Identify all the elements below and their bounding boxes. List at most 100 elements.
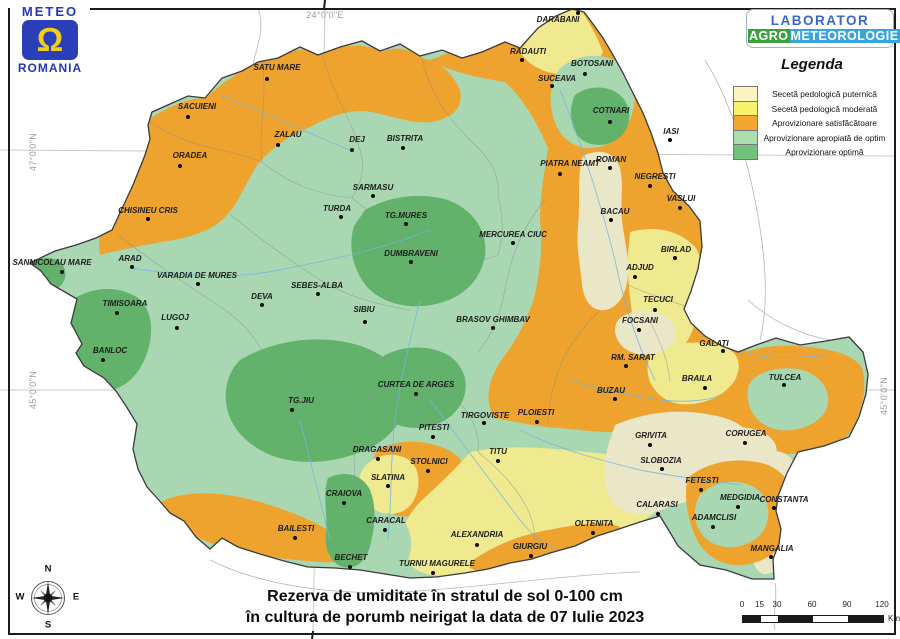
legend-item: Aprovizionare optimă bbox=[733, 144, 891, 160]
city-dot bbox=[414, 392, 418, 396]
city-label: TIRGOVISTE bbox=[460, 411, 510, 420]
scalebar-segment bbox=[760, 616, 778, 622]
city-dot bbox=[316, 292, 320, 296]
city-label: OLTENITA bbox=[574, 519, 614, 528]
city-label: SEBES-ALBA bbox=[290, 281, 344, 290]
city-label: BRAILA bbox=[681, 374, 713, 383]
legend-title: Legenda bbox=[781, 56, 843, 73]
city-label: FOCSANI bbox=[622, 316, 658, 325]
city-dot bbox=[431, 571, 435, 575]
romania-logo-text: ROMANIA bbox=[17, 61, 83, 75]
scalebar-unit: Km bbox=[888, 614, 900, 623]
city-dot bbox=[409, 260, 413, 264]
city-label: ALEXANDRIA bbox=[450, 530, 504, 539]
city-label: TULCEA bbox=[768, 373, 802, 382]
laborator-badge: LABORATOR AGRO METEOROLOGIE bbox=[746, 9, 900, 48]
scalebar-segment bbox=[848, 616, 883, 622]
legend-item-label: Secetă pedologică moderată bbox=[771, 103, 878, 114]
city-label: LUGOJ bbox=[161, 313, 189, 322]
meridian-label-top: 24°0'0"E bbox=[306, 10, 344, 20]
scalebar-bar bbox=[742, 615, 884, 623]
city-dot bbox=[376, 457, 380, 461]
city-label: TG.JIU bbox=[288, 396, 314, 405]
city-label: GALATI bbox=[699, 339, 729, 348]
city-label: TIMISOARA bbox=[102, 299, 148, 308]
legend-item-label: Aprovizionare apropiată de optim bbox=[763, 132, 886, 143]
city-dot bbox=[491, 326, 495, 330]
city-label: SANNICOLAU MARE bbox=[12, 258, 92, 267]
city-label: DARABANI bbox=[536, 15, 580, 24]
city-dot bbox=[653, 308, 657, 312]
city-label: IASI bbox=[663, 127, 679, 136]
city-dot bbox=[558, 172, 562, 176]
meteo-logo-text: METEO bbox=[21, 4, 79, 19]
legend-item: Aprovizionare satisfăcătoare bbox=[733, 115, 891, 131]
city-dot bbox=[60, 270, 64, 274]
meteo-logo-icon: Ω bbox=[22, 20, 78, 60]
city-label: MANGALIA bbox=[750, 544, 794, 553]
city-label: ADJUD bbox=[626, 263, 654, 272]
city-dot bbox=[115, 311, 119, 315]
legend-swatch bbox=[733, 100, 758, 116]
compass-s-label: S bbox=[44, 619, 52, 631]
city-label: TURNU MAGURELE bbox=[399, 559, 475, 568]
city-label: PITESTI bbox=[418, 423, 450, 432]
city-label: SLATINA bbox=[370, 473, 406, 482]
meteorologie-chip: METEOROLOGIE bbox=[789, 29, 900, 43]
city-label: TECUCI bbox=[643, 295, 673, 304]
city-dot bbox=[276, 143, 280, 147]
compass-e-label: E bbox=[72, 591, 80, 603]
city-dot bbox=[178, 164, 182, 168]
city-dot bbox=[529, 554, 533, 558]
city-label: BIRLAD bbox=[660, 245, 692, 254]
city-label: CURTEA DE ARGES bbox=[377, 380, 455, 389]
city-dot bbox=[699, 488, 703, 492]
scalebar-tick-label: 120 bbox=[875, 600, 889, 609]
city-dot bbox=[633, 275, 637, 279]
scalebar: 0 15 30 60 90 120 Km bbox=[740, 600, 900, 626]
legend: Legenda Secetă pedologică puternică Secet… bbox=[733, 56, 891, 160]
city-label: TURDA bbox=[323, 204, 351, 213]
scalebar-tick-label: 60 bbox=[807, 600, 817, 609]
scalebar-tick-label: 90 bbox=[842, 600, 852, 609]
city-dot bbox=[363, 320, 367, 324]
agrometeorologie-label: AGRO METEOROLOGIE bbox=[748, 29, 900, 43]
city-label: BACAU bbox=[600, 207, 630, 216]
city-dot bbox=[648, 443, 652, 447]
compass-w-label: W bbox=[15, 591, 25, 603]
city-label: CRAIOVA bbox=[325, 489, 363, 498]
city-dot bbox=[265, 77, 269, 81]
city-dot bbox=[426, 469, 430, 473]
city-label: COTNARI bbox=[592, 106, 630, 115]
city-label: BAILESTI bbox=[277, 524, 315, 533]
legend-item: Secetă pedologică puternică bbox=[733, 86, 891, 102]
agro-chip: AGRO bbox=[748, 29, 790, 43]
city-label: RM. SARAT bbox=[611, 353, 655, 362]
legend-swatch bbox=[733, 86, 758, 102]
city-label: PLOIESTI bbox=[517, 408, 555, 417]
city-label: SATU MARE bbox=[253, 63, 301, 72]
legend-items: Secetă pedologică puternică Secetă pedolo… bbox=[733, 86, 891, 160]
map-title-line2: în cultura de porumb neirigat la data de… bbox=[245, 609, 645, 626]
city-label: BISTRITA bbox=[386, 134, 424, 143]
meteo-romania-logo: METEO Ω ROMANIA bbox=[10, 4, 90, 77]
city-dot bbox=[711, 525, 715, 529]
city-label: BANLOC bbox=[92, 346, 128, 355]
city-label: CALARASI bbox=[636, 500, 678, 509]
compass-n-label: N bbox=[44, 563, 52, 575]
city-dot bbox=[535, 420, 539, 424]
scalebar-segment bbox=[743, 616, 761, 622]
city-dot bbox=[371, 194, 375, 198]
city-dot bbox=[130, 265, 134, 269]
city-dot bbox=[743, 441, 747, 445]
city-dot bbox=[511, 241, 515, 245]
city-dot bbox=[339, 215, 343, 219]
city-dot bbox=[550, 84, 554, 88]
legend-swatch bbox=[733, 129, 758, 145]
legend-item-label: Aprovizionare optimă bbox=[785, 147, 864, 157]
city-label: PIATRA NEAMT bbox=[540, 159, 600, 168]
city-label: FETESTI bbox=[685, 476, 719, 485]
city-dot bbox=[386, 484, 390, 488]
city-dot bbox=[404, 222, 408, 226]
